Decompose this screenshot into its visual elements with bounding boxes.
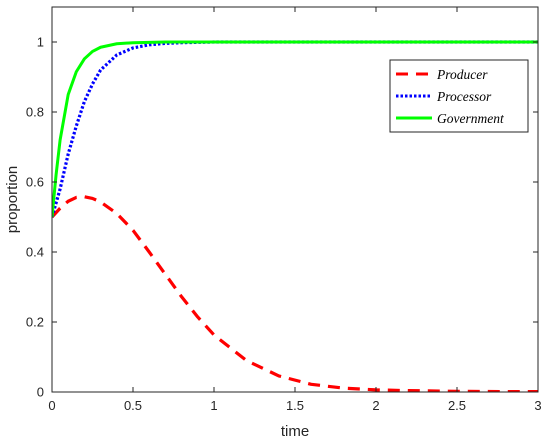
y-tick-label: 0.4	[26, 245, 44, 260]
x-tick-label: 1.5	[286, 398, 304, 413]
legend-box	[389, 59, 529, 133]
x-tick-label: 0.5	[124, 398, 142, 413]
x-tick-label: 2	[372, 398, 379, 413]
legend-label-producer: Producer	[436, 67, 488, 82]
x-tick-label: 0	[48, 398, 55, 413]
series-line-producer	[52, 195, 538, 392]
x-tick-label: 1	[210, 398, 217, 413]
y-tick-label: 0.2	[26, 315, 44, 330]
y-tick-label: 0.8	[26, 105, 44, 120]
y-tick-label: 1	[37, 35, 44, 50]
y-tick-label: 0.6	[26, 175, 44, 190]
legend-label-government: Government	[437, 111, 505, 126]
y-axis-label: proportion	[4, 166, 21, 234]
x-axis-label: time	[281, 423, 309, 440]
legend-label-processor: Processor	[436, 89, 492, 104]
y-tick-label: 0	[37, 385, 44, 400]
x-tick-label: 3	[534, 398, 541, 413]
x-tick-label: 2.5	[448, 398, 466, 413]
series-line-government	[52, 40, 538, 218]
